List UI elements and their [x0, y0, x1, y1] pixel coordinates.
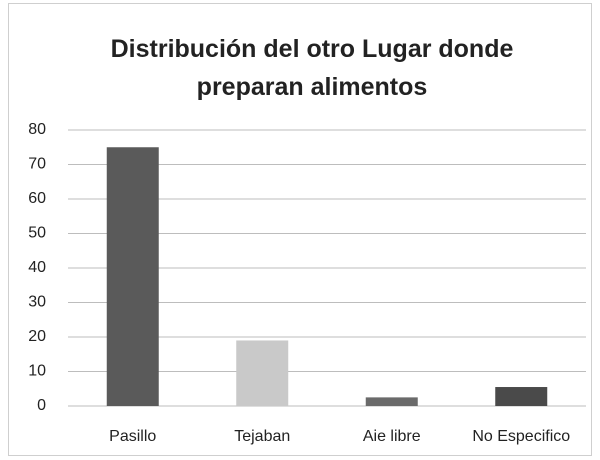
- y-tick-label: 10: [28, 363, 46, 380]
- x-tick-label: Pasillo: [109, 428, 156, 445]
- chart-title: Distribución del otro Lugar donde prepar…: [110, 35, 514, 101]
- y-tick-label: 70: [28, 156, 46, 173]
- y-tick-label: 50: [28, 225, 46, 242]
- bar: [236, 340, 289, 406]
- x-tick-label: No Especifico: [472, 428, 570, 445]
- y-tick-label: 60: [28, 190, 46, 207]
- bar: [365, 397, 418, 406]
- y-tick-label: 40: [28, 259, 46, 276]
- x-tick-label: Aie libre: [363, 428, 421, 445]
- bar: [495, 387, 548, 406]
- y-tick-label: 80: [28, 121, 46, 138]
- y-tick-label: 20: [28, 328, 46, 345]
- x-tick-label: Tejaban: [234, 428, 290, 445]
- chart-border: [8, 3, 592, 456]
- bar: [106, 147, 159, 406]
- y-tick-label: 0: [37, 397, 46, 414]
- y-tick-label: 30: [28, 294, 46, 311]
